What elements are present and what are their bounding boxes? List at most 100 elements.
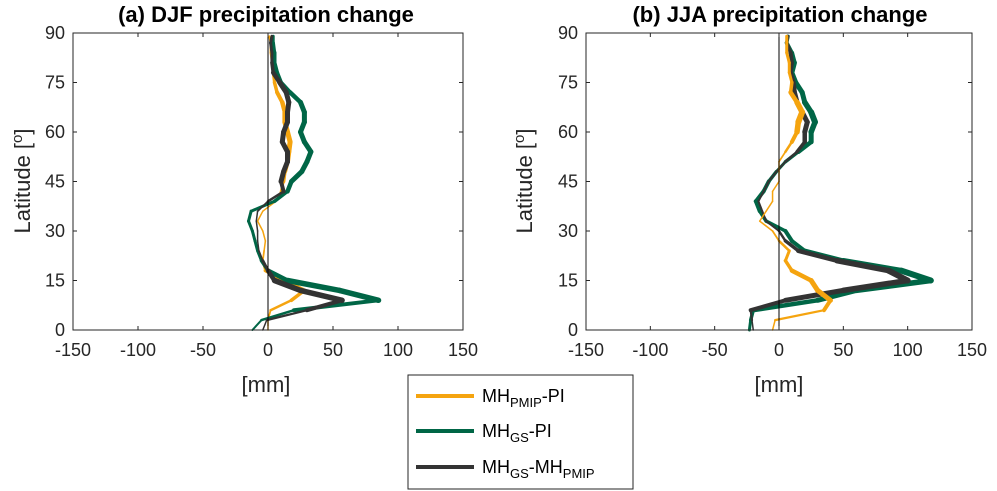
series-segment [789, 238, 807, 253]
y-tick-label: 75 [558, 73, 578, 93]
series-segment [840, 277, 911, 294]
series-segment [256, 220, 264, 232]
series-segment [247, 209, 253, 223]
series-segment [250, 229, 257, 243]
series-segment [751, 319, 755, 331]
y-tick-label: 45 [558, 172, 578, 192]
y-tick-label: 15 [558, 271, 578, 291]
series-segment [765, 200, 774, 212]
series-segment [758, 210, 767, 222]
panel-a-title: (a) DJF precipitation change [118, 2, 414, 27]
series-segment [751, 298, 820, 313]
series-segment [774, 309, 826, 322]
series-segment [783, 229, 794, 243]
y-tick-label: 0 [55, 320, 65, 340]
series-segment [269, 41, 274, 55]
series-segment [748, 298, 788, 313]
series-segment [771, 180, 780, 193]
series-segment [898, 267, 934, 284]
series-segment [284, 277, 343, 294]
y-tick-label: 75 [45, 73, 65, 93]
series-segment [256, 240, 260, 252]
y-tick-label: 90 [558, 23, 578, 43]
series-segment [788, 90, 800, 105]
y-tick-label: 15 [45, 271, 65, 291]
panel-b-x-ticks: -150 -100 -50 0 50 100 150 [568, 33, 987, 360]
y-tick-label: 0 [568, 320, 578, 340]
series-segment [287, 90, 303, 105]
x-tick-label: 0 [263, 340, 273, 360]
series-segment [260, 308, 296, 322]
series-segment [778, 150, 787, 163]
legend-entry: MHGS-PI [416, 421, 552, 445]
panel-a-y-axis-label: Latitude [o] [9, 129, 35, 234]
y-tick-label: 45 [45, 172, 65, 192]
series-segment [272, 80, 279, 95]
legend-label: MHGS-MHPMIP [482, 457, 595, 481]
series-segment [265, 268, 277, 283]
series-mh_pmip_pi [758, 34, 833, 331]
y-tick-label: 30 [45, 221, 65, 241]
series-segment [785, 51, 791, 65]
panel-b-title: (b) JJA precipitation change [632, 2, 927, 27]
x-tick-label: -150 [568, 340, 604, 360]
series-segment [761, 210, 768, 223]
series-segment [261, 259, 270, 273]
x-tick-label: 100 [893, 340, 923, 360]
legend-label: MHGS-PI [482, 421, 552, 445]
series-segment [256, 210, 264, 222]
series-segment [270, 70, 282, 85]
series-segment [253, 239, 260, 253]
series-segment [777, 229, 787, 243]
series-segment [271, 277, 304, 294]
panel-b-series [747, 34, 934, 332]
series-segment [777, 239, 791, 253]
series-segment [262, 230, 267, 242]
series-segment [782, 287, 846, 303]
series-segment [265, 309, 309, 322]
series-segment [247, 219, 254, 233]
series-segment [275, 90, 285, 105]
x-tick-label: 50 [833, 340, 853, 360]
series-segment [269, 299, 293, 312]
series-segment [255, 220, 259, 232]
x-tick-label: 50 [323, 340, 343, 360]
series-segment [272, 189, 290, 204]
series-segment [758, 220, 774, 232]
series-segment [297, 287, 345, 304]
series-segment [788, 80, 794, 95]
series-segment [783, 249, 791, 263]
series-segment [271, 41, 277, 55]
x-tick-label: -100 [120, 340, 156, 360]
series-segment [815, 287, 833, 303]
panel-b-y-axis-label: Latitude [o] [511, 129, 537, 234]
series-mh_gs_mh_pmip [748, 34, 911, 331]
series-segment [305, 298, 345, 313]
legend-entry: MHPMIP-PI [416, 386, 565, 410]
series-mh_gs_mh_pmip [255, 34, 345, 331]
series-segment [256, 200, 269, 213]
legend: MHPMIP-PI MHGS-PI MHGS-MHPMIP [407, 374, 634, 490]
series-segment [336, 287, 382, 304]
series-segment [765, 220, 780, 232]
series-segment [262, 319, 268, 331]
panel-a-x-axis-label: [mm] [242, 372, 291, 397]
series-segment [796, 248, 840, 263]
x-tick-label: -50 [702, 340, 728, 360]
panel-a: (a) DJF precipitation change -150 -100 -50… [9, 2, 478, 397]
series-segment [771, 230, 780, 242]
series-segment [784, 150, 799, 163]
series-segment [251, 319, 263, 331]
series-segment [775, 160, 787, 173]
legend-label: MHPMIP-PI [482, 386, 565, 410]
series-segment [255, 210, 259, 222]
x-tick-label: 0 [774, 340, 784, 360]
series-segment [783, 258, 794, 273]
series-segment [767, 170, 778, 183]
series-segment [789, 268, 814, 283]
panel-a-series [247, 34, 382, 331]
panel-a-y-ticks: 0 15 30 45 60 75 90 [45, 23, 463, 340]
y-tick-label: 90 [45, 23, 65, 43]
series-segment [269, 34, 274, 45]
